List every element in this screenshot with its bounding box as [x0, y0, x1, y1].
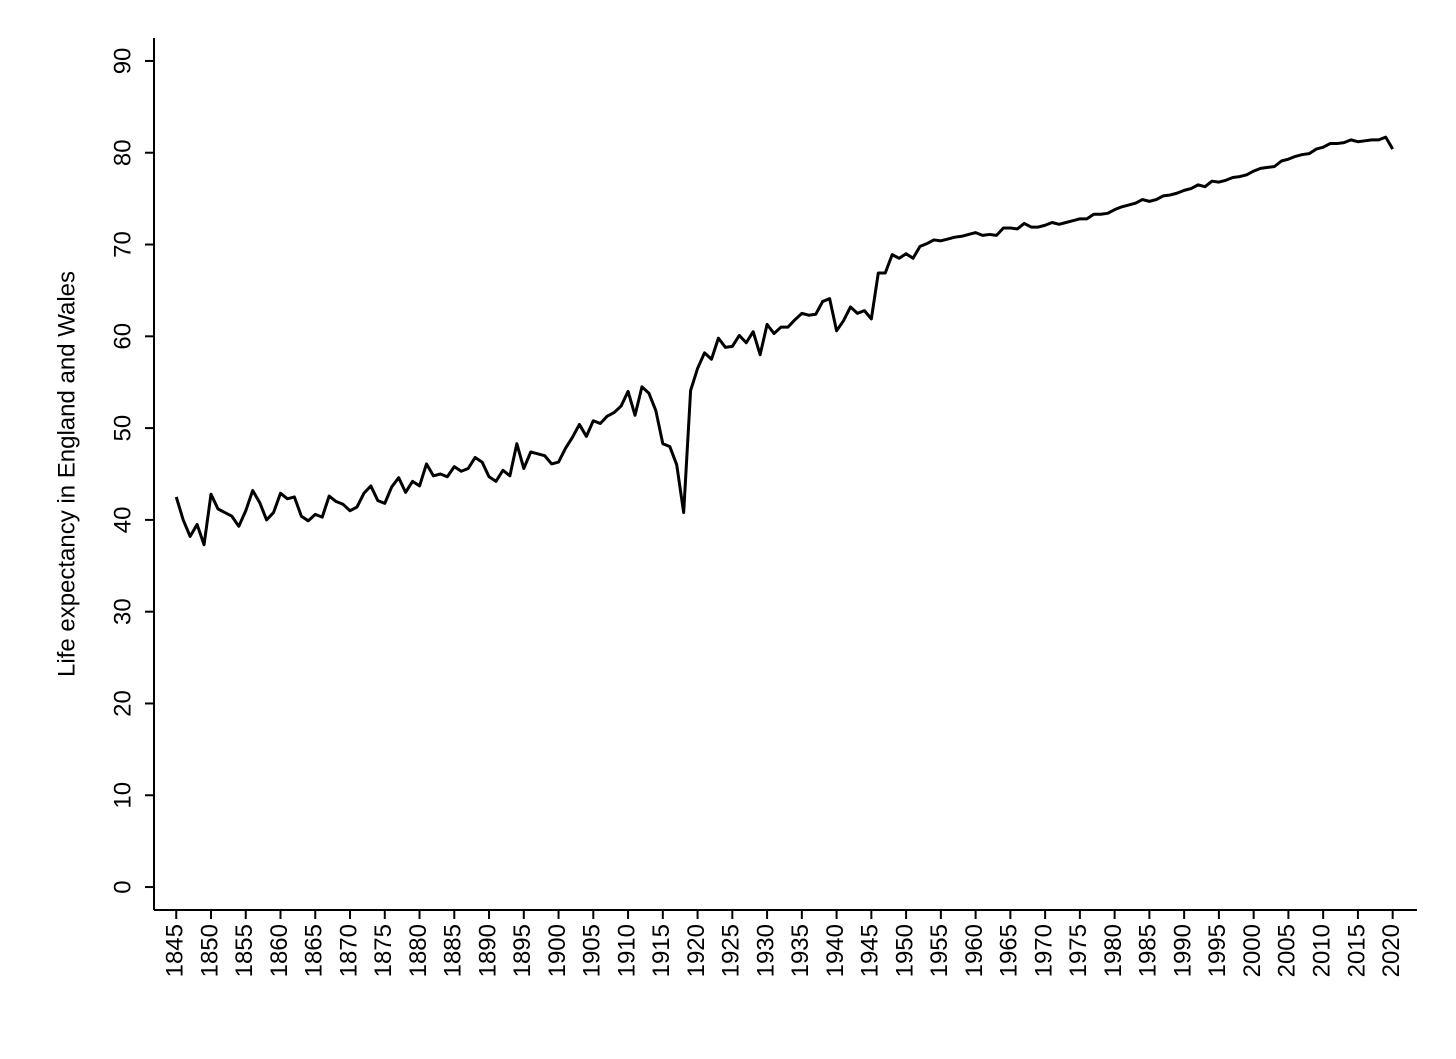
x-tick-label: 2000	[1239, 924, 1266, 977]
y-tick-label: 40	[109, 507, 136, 534]
x-tick-label: 1930	[752, 924, 779, 977]
x-tick-label: 1965	[996, 924, 1023, 977]
x-tick-label: 1950	[891, 924, 918, 977]
y-tick-label: 60	[109, 323, 136, 350]
x-tick-label: 1945	[857, 924, 884, 977]
x-tick-label: 1975	[1065, 924, 1092, 977]
x-tick-label: 1845	[162, 924, 189, 977]
x-tick-label: 1995	[1204, 924, 1231, 977]
x-tick-label: 1855	[231, 924, 258, 977]
x-tick-label: 1925	[718, 924, 745, 977]
x-tick-label: 1850	[196, 924, 223, 977]
y-tick-label: 20	[109, 690, 136, 717]
x-tick-label: 1985	[1135, 924, 1162, 977]
x-tick-label: 1940	[822, 924, 849, 977]
y-axis-label: Life expectancy in England and Wales	[53, 271, 80, 677]
x-tick-label: 1955	[926, 924, 953, 977]
x-tick-label: 1870	[335, 924, 362, 977]
x-tick-label: 1935	[787, 924, 814, 977]
x-tick-label: 1920	[683, 924, 710, 977]
y-tick-label: 30	[109, 598, 136, 625]
y-tick-label: 50	[109, 415, 136, 442]
x-tick-label: 1915	[648, 924, 675, 977]
x-tick-label: 2005	[1274, 924, 1301, 977]
y-tick-label: 80	[109, 139, 136, 166]
x-tick-label: 1970	[1030, 924, 1057, 977]
x-tick-label: 2015	[1343, 924, 1370, 977]
x-tick-label: 1890	[474, 924, 501, 977]
x-tick-label: 1895	[509, 924, 536, 977]
x-tick-label: 1860	[266, 924, 293, 977]
x-tick-label: 1905	[579, 924, 606, 977]
x-tick-label: 1865	[301, 924, 328, 977]
y-tick-label: 90	[109, 48, 136, 75]
x-tick-label: 1875	[370, 924, 397, 977]
x-tick-label: 1885	[440, 924, 467, 977]
x-tick-label: 1960	[961, 924, 988, 977]
x-tick-label: 1900	[544, 924, 571, 977]
y-tick-label: 10	[109, 782, 136, 809]
x-tick-label: 2020	[1378, 924, 1405, 977]
y-tick-label: 70	[109, 231, 136, 258]
x-tick-label: 2010	[1309, 924, 1336, 977]
x-tick-label: 1880	[405, 924, 432, 977]
y-tick-label: 0	[109, 880, 136, 893]
data-line	[174, 135, 1394, 547]
x-tick-label: 1910	[613, 924, 640, 977]
x-tick-label: 1980	[1100, 924, 1127, 977]
x-tick-label: 1990	[1169, 924, 1196, 977]
